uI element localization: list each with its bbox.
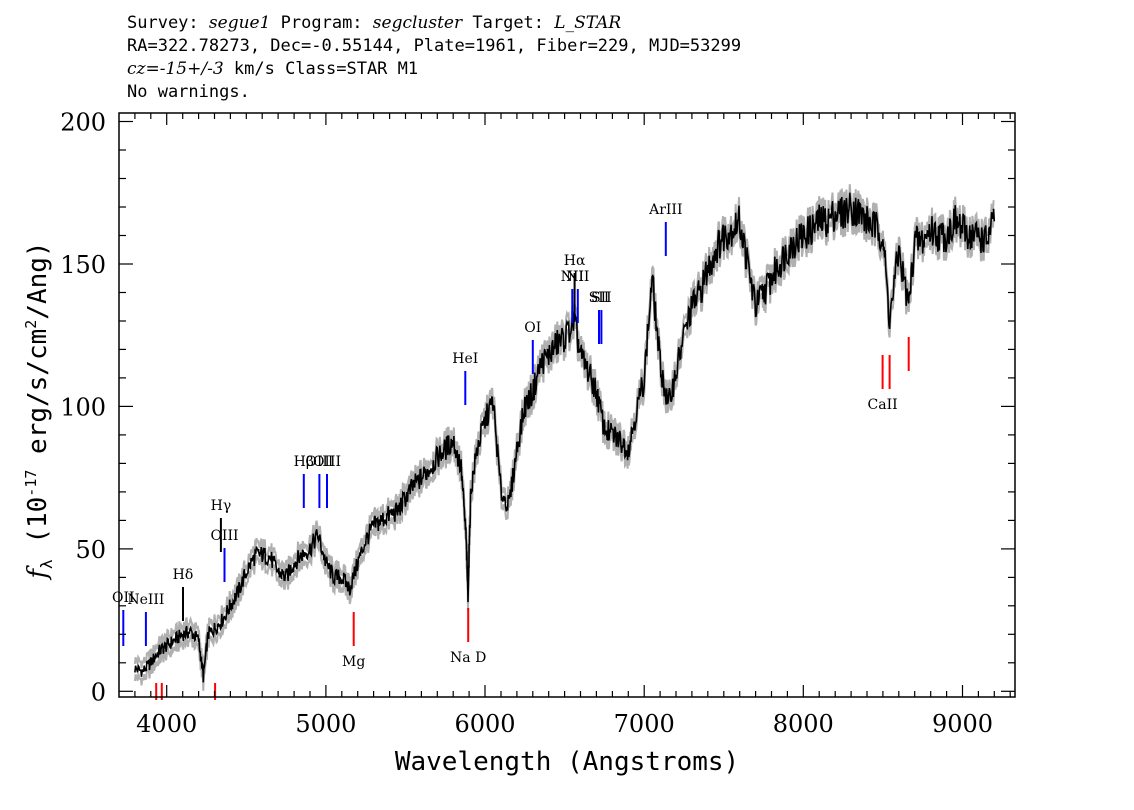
y-axis-title-part: (10 — [23, 497, 53, 560]
line-label-oii: OII — [112, 590, 135, 606]
spectrum-header: Survey: segue1 Program: segcluster Targe… — [127, 12, 741, 104]
cz-value: -15+/-3 — [159, 59, 224, 79]
y-axis-title-part: -17 — [22, 470, 40, 497]
header-line-4: No warnings. — [127, 82, 250, 102]
y-axis-title-part: erg/s/cm — [23, 329, 53, 470]
survey-value: segue1 — [208, 13, 271, 33]
x-tick-label: 7000 — [614, 710, 675, 738]
line-label-hei: HeI — [452, 351, 478, 367]
x-tick-label: 6000 — [454, 710, 515, 738]
program-value: segcluster — [372, 13, 463, 33]
y-tick-label: 200 — [60, 109, 106, 137]
target-value: L_STAR — [554, 13, 622, 33]
y-axis-title-part: 2 — [22, 320, 40, 329]
line-label-nii: NII — [561, 269, 584, 285]
error-band-upper — [133, 184, 995, 674]
y-tick-label: 150 — [60, 251, 106, 279]
plot-frame — [118, 112, 1016, 698]
header-line-1: Survey: segue1 Program: segcluster Targe… — [127, 12, 741, 35]
cz-label: cz= — [127, 59, 160, 79]
x-tick-label: 5000 — [295, 710, 356, 738]
y-tick-label: 100 — [60, 393, 106, 421]
line-label-oiii: OIII — [313, 454, 341, 470]
header-line-3: cz=-15+/-3 km/s Class=STAR M1 — [127, 58, 741, 81]
line-label-sii: SII — [591, 290, 612, 306]
line-label-oi: OI — [524, 320, 541, 336]
line-label-mg: Mg — [342, 654, 365, 670]
x-tick-label: 9000 — [932, 710, 993, 738]
line-label-na-d: Na D — [450, 650, 486, 666]
line-label-hα: Hα — [564, 253, 586, 269]
line-label-oiii: OIII — [305, 454, 333, 470]
line-label-oiii: OIII — [210, 528, 238, 544]
y-tick-label: 0 — [91, 678, 106, 706]
line-label-caii: CaII — [868, 397, 898, 413]
line-label-nii: NII — [566, 269, 589, 285]
y-tick-label: 50 — [75, 536, 106, 564]
line-label-sii: SII — [589, 290, 610, 306]
program-label: Program: — [280, 13, 363, 33]
x-tick-label: 4000 — [136, 710, 197, 738]
header-line-2: RA=322.78273, Dec=-0.55144, Plate=1961, … — [127, 36, 742, 56]
x-tick-label: 8000 — [773, 710, 834, 738]
x-axis-title: Wavelength (Angstroms) — [395, 747, 739, 777]
line-label-neiii: NeIII — [127, 592, 164, 608]
line-label-ariii: ArIII — [648, 202, 682, 218]
y-axis-title-part: λ — [37, 559, 56, 569]
target-label: Target: — [472, 13, 545, 33]
line-label-hδ: Hδ — [173, 567, 194, 583]
spectrum-line — [134, 192, 996, 683]
line-label-hβ: Hβ — [294, 454, 314, 470]
survey-label: Survey: — [127, 13, 199, 33]
class-text: km/s Class=STAR M1 — [223, 59, 419, 79]
line-label-hγ: Hγ — [211, 498, 232, 514]
y-axis-title: fλ (10-17 erg/s/cm2/Ang) — [22, 241, 56, 580]
y-axis-title-part: /Ang) — [23, 241, 53, 319]
